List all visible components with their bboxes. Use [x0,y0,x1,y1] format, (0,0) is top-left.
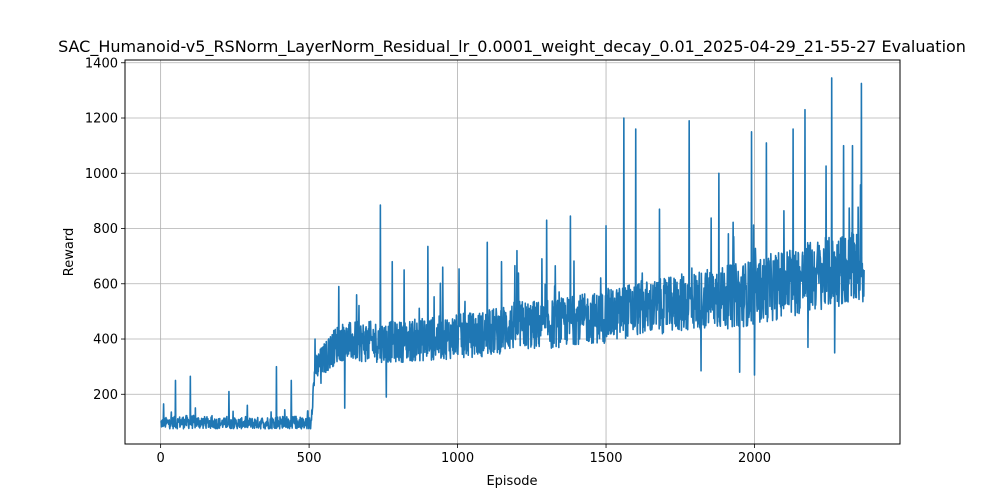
y-tick-label: 600 [93,277,118,292]
y-axis: 200 400 600 800 1000 1200 1400 [85,56,125,403]
x-tick-label: 2000 [738,451,771,466]
x-axis-title: Episode [486,474,537,489]
x-tick-label: 1000 [441,451,474,466]
y-tick-label: 200 [93,388,118,403]
plot-frame [124,59,901,445]
chart-title: SAC_Humanoid-v5_RSNorm_LayerNorm_Residua… [58,37,966,57]
x-axis: 0 500 1000 1500 2000 [156,444,771,466]
grid [125,60,900,444]
series-group [160,77,865,430]
y-tick-label: 1400 [85,56,118,71]
x-tick-label: 1500 [589,451,622,466]
x-tick-label: 0 [156,451,164,466]
y-tick-label: 800 [93,222,118,237]
y-tick-label: 400 [93,333,118,348]
y-tick-label: 1000 [85,167,118,182]
series-line [160,77,865,430]
x-tick-label: 500 [297,451,322,466]
y-axis-title: Reward [62,228,77,276]
y-tick-label: 1200 [85,112,118,127]
